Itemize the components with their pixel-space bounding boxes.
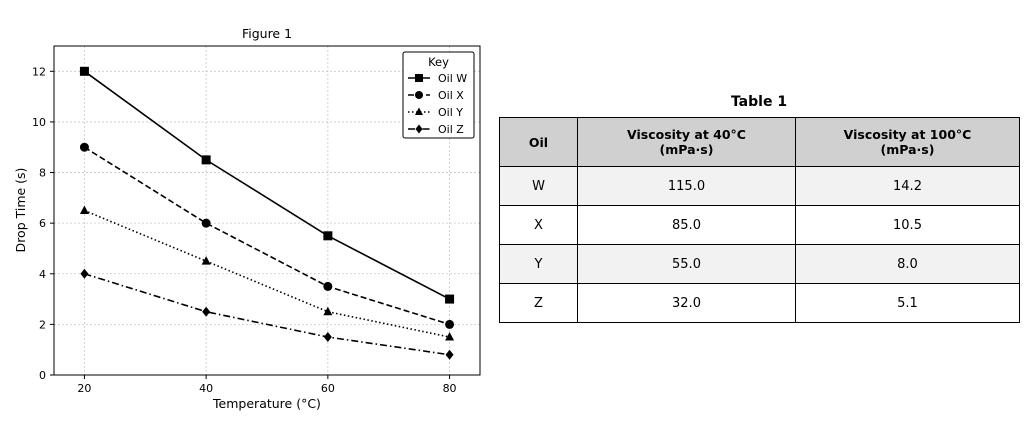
series-line-oil-z [84,273,450,356]
legend-entry-oil-z: Oil Z [408,123,464,136]
cell-viscosity-40c: 55.0 [577,244,796,284]
y-axis-label: Drop Time (s) [13,168,28,253]
legend-marker [415,124,423,134]
x-axis-ticks: 20 40 60 80 [77,375,457,395]
cell-oil: Y [499,244,578,284]
header-oil: Oil [499,117,578,167]
x-tick-label: 40 [199,382,213,395]
legend-label: Oil Z [438,123,464,136]
figure-1-chart: Figure 1 20 40 60 80 0 2 4 6 8 10 12 Temperature … [13,26,481,411]
y-tick-label: 4 [39,268,46,281]
y-tick-label: 6 [39,217,46,230]
legend-title: Key [428,55,449,69]
legend-label: Oil X [438,89,464,102]
series-oil-z [80,268,454,360]
y-tick-label: 8 [39,167,46,180]
cell-oil: W [499,166,578,206]
chart-legend: Key Oil W Oil X Oil Y Oil Z [402,51,475,139]
legend-entries: Oil W Oil X Oil Y Oil Z [408,72,467,136]
data-point-oil-x [79,142,89,152]
cell-viscosity-100c: 10.5 [795,205,1020,245]
series-oil-y [79,205,455,341]
data-point-oil-z [202,306,211,317]
table-1: Table 1 Oil Viscosity at 40°C (mPa·s) Vi… [499,92,1020,323]
x-tick-label: 20 [77,382,91,395]
data-point-oil-y [201,256,211,265]
header-viscosity-40c: Viscosity at 40°C (mPa·s) [577,117,796,167]
data-point-oil-x [445,319,455,329]
legend-label: Oil Y [438,106,463,119]
viscosity-table: Oil Viscosity at 40°C (mPa·s) Viscosity … [499,117,1020,323]
data-point-oil-x [201,218,211,228]
data-point-oil-z [323,332,332,343]
data-point-oil-z [80,268,89,279]
table-row: Z 32.0 5.1 [499,283,1020,323]
x-axis-label: Temperature (°C) [212,396,321,411]
table-row: Y 55.0 8.0 [499,244,1020,284]
legend-box [402,51,475,139]
table-header-row: Oil Viscosity at 40°C (mPa·s) Viscosity … [499,117,1020,167]
data-point-oil-y [445,332,455,341]
series-line-oil-w [83,70,450,300]
series-oil-w [79,66,455,304]
series-oil-x [79,142,455,329]
cell-viscosity-40c: 32.0 [577,283,796,323]
data-point-oil-x [323,281,333,291]
legend-marker [415,74,423,82]
legend-marker [415,107,423,115]
data-point-oil-w [323,231,333,241]
y-tick-label: 10 [32,116,46,129]
chart-series [79,66,455,360]
cell-viscosity-100c: 8.0 [795,244,1020,284]
cell-viscosity-40c: 85.0 [577,205,796,245]
cell-oil: Z [499,283,578,323]
series-line-oil-x [84,146,450,326]
legend-marker [415,91,423,99]
legend-label: Oil W [438,72,467,85]
data-point-oil-y [323,306,333,316]
table-title: Table 1 [730,94,788,110]
data-point-oil-w [79,66,89,76]
table-row: W 115.0 14.2 [499,166,1020,206]
y-tick-label: 0 [39,369,46,382]
legend-entry-oil-w: Oil W [408,72,467,85]
x-tick-label: 60 [321,382,335,395]
header-viscosity-100c: Viscosity at 100°C (mPa·s) [795,117,1020,167]
legend-entry-oil-y: Oil Y [408,106,463,119]
data-point-oil-w [201,155,211,165]
cell-viscosity-40c: 115.0 [577,166,796,206]
legend-entry-oil-x: Oil X [408,89,464,102]
y-tick-label: 2 [39,318,46,331]
cell-oil: X [499,205,578,245]
chart-title: Figure 1 [242,26,292,41]
plot-area-frame [53,45,481,376]
table-row: X 85.0 10.5 [499,205,1020,245]
cell-viscosity-100c: 5.1 [795,283,1020,323]
data-point-oil-y [79,205,89,214]
x-tick-label: 80 [443,382,457,395]
cell-viscosity-100c: 14.2 [795,166,1020,206]
data-point-oil-w [445,294,455,304]
data-point-oil-z [445,349,454,360]
y-tick-label: 12 [32,65,46,78]
y-axis-ticks: 0 2 4 6 8 10 12 [32,65,54,382]
